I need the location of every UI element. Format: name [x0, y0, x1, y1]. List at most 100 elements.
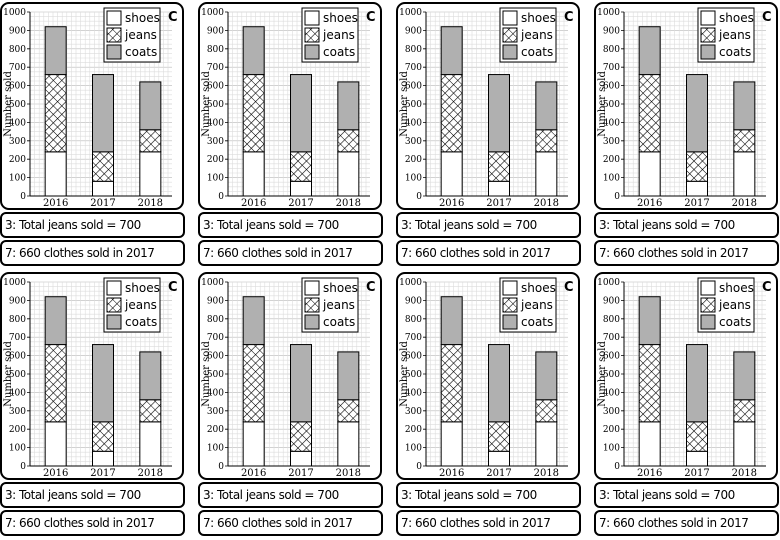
legend: shoes jeans coats: [103, 277, 161, 333]
x-tick-label: 2016: [637, 468, 662, 478]
bar-segment-coats: [337, 351, 360, 401]
x-tick-label: 2018: [336, 198, 361, 208]
y-tick-label: 200: [405, 155, 422, 165]
y-tick-label: 300: [9, 137, 26, 147]
y-tick-label: 400: [9, 118, 26, 128]
y-tick-label: 0: [416, 462, 422, 472]
y-tick-label: 600: [9, 82, 26, 92]
x-tick-label: 2017: [288, 198, 313, 208]
bar-segment-coats: [686, 74, 708, 153]
x-tick-label: 2018: [534, 468, 559, 478]
x-tick-label: 2017: [90, 468, 115, 478]
y-tick-label: 700: [9, 63, 26, 73]
bar-segment-shoes: [638, 421, 661, 467]
y-tick-label: 700: [207, 333, 224, 343]
bar-segment-coats: [139, 351, 162, 401]
bar-segment-coats: [535, 351, 558, 401]
chart-panel: 0 100 200 300 400 500 600 700 800 900 1000 Number s…: [0, 272, 184, 480]
y-axis-label: Number sold: [597, 71, 608, 137]
caption-clothes-2017: 7: 660 clothes sold in 2017: [0, 510, 185, 536]
y-tick-label: 500: [603, 100, 620, 110]
legend: shoes jeans coats: [499, 277, 557, 333]
bar-segment-shoes: [686, 180, 708, 197]
corner-letter: C: [366, 280, 376, 295]
y-tick-label: 400: [9, 388, 26, 398]
y-tick-label: 500: [207, 370, 224, 380]
bar-segment-coats: [733, 351, 756, 401]
bar-segment-shoes: [440, 151, 463, 197]
legend-entry-jeans: jeans: [718, 298, 751, 312]
y-tick-label: 900: [207, 296, 224, 306]
y-tick-label: 200: [9, 155, 26, 165]
y-tick-label: 100: [9, 444, 26, 454]
y-tick-label: 0: [218, 192, 224, 202]
bar-segment-shoes: [535, 151, 558, 197]
stacked-bar-chart: 0 100 200 300 400 500 600 700 800 900 1000 Number s…: [3, 277, 178, 478]
y-tick-label: 400: [405, 388, 422, 398]
x-tick-label: 2018: [732, 468, 757, 478]
stacked-bar-chart: 0 100 200 300 400 500 600 700 800 900 1000 Number s…: [399, 7, 574, 208]
bar-segment-shoes: [488, 180, 510, 197]
chart-panel: 0 100 200 300 400 500 600 700 800 900 1000 Number s…: [396, 272, 580, 480]
bar-segment-coats: [44, 26, 67, 76]
y-tick-label: 100: [207, 174, 224, 184]
y-tick-label: 0: [614, 192, 620, 202]
stacked-bar-chart: 0 100 200 300 400 500 600 700 800 900 1000 Number s…: [201, 277, 376, 478]
legend: shoes jeans coats: [499, 7, 557, 63]
stacked-bar-chart: 0 100 200 300 400 500 600 700 800 900 1000 Number s…: [399, 277, 574, 478]
y-tick-label: 1000: [3, 278, 26, 288]
bar-segment-shoes: [139, 151, 162, 197]
y-tick-label: 0: [218, 462, 224, 472]
stacked-bar-chart: 0 100 200 300 400 500 600 700 800 900 1000 Number s…: [3, 7, 178, 208]
bar-segment-coats: [488, 74, 510, 153]
legend-entry-coats: coats: [323, 315, 355, 329]
legend-entry-shoes: shoes: [125, 11, 160, 25]
y-tick-label: 400: [603, 118, 620, 128]
y-tick-label: 400: [207, 118, 224, 128]
bar-segment-shoes: [242, 421, 265, 467]
x-tick-label: 2018: [336, 468, 361, 478]
x-tick-label: 2016: [43, 468, 68, 478]
legend-entry-jeans: jeans: [718, 28, 751, 42]
legend-entry-coats: coats: [521, 315, 553, 329]
x-tick-label: 2017: [684, 468, 709, 478]
legend-entry-jeans: jeans: [124, 298, 157, 312]
y-tick-label: 300: [405, 407, 422, 417]
y-tick-label: 500: [9, 370, 26, 380]
bar-segment-coats: [290, 344, 312, 423]
y-tick-label: 600: [207, 352, 224, 362]
y-tick-label: 1000: [597, 8, 620, 18]
y-tick-label: 700: [603, 333, 620, 343]
bar-segment-shoes: [92, 180, 114, 197]
y-tick-label: 300: [603, 137, 620, 147]
bar-segment-coats: [686, 344, 708, 423]
legend-entry-jeans: jeans: [520, 28, 553, 42]
y-tick-label: 900: [603, 296, 620, 306]
bar-segment-shoes: [337, 151, 360, 197]
legend-entry-shoes: shoes: [521, 11, 556, 25]
y-tick-label: 200: [603, 155, 620, 165]
y-tick-label: 900: [405, 26, 422, 36]
y-tick-label: 300: [603, 407, 620, 417]
bar-segment-shoes: [92, 450, 114, 467]
legend-entry-coats: coats: [125, 315, 157, 329]
y-tick-label: 900: [9, 26, 26, 36]
bar-segment-shoes: [242, 151, 265, 197]
y-tick-label: 300: [207, 137, 224, 147]
stacked-bar-chart: 0 100 200 300 400 500 600 700 800 900 1000 Number s…: [597, 277, 772, 478]
corner-letter: C: [366, 10, 376, 25]
y-tick-label: 300: [207, 407, 224, 417]
legend: shoes jeans coats: [301, 277, 359, 333]
corner-letter: C: [564, 10, 574, 25]
caption-jeans-total: 3: Total jeans sold = 700: [396, 482, 581, 508]
legend: shoes jeans coats: [697, 277, 755, 333]
chart-panel: 0 100 200 300 400 500 600 700 800 900 1000 Number s…: [0, 2, 184, 210]
legend-entry-coats: coats: [125, 45, 157, 59]
legend-entry-shoes: shoes: [125, 281, 160, 295]
caption-clothes-2017: 7: 660 clothes sold in 2017: [198, 240, 383, 266]
legend: shoes jeans coats: [301, 7, 359, 63]
caption-jeans-total: 3: Total jeans sold = 700: [198, 212, 383, 238]
y-axis-label: Number sold: [3, 341, 14, 407]
y-tick-label: 100: [405, 444, 422, 454]
y-tick-label: 500: [9, 100, 26, 110]
